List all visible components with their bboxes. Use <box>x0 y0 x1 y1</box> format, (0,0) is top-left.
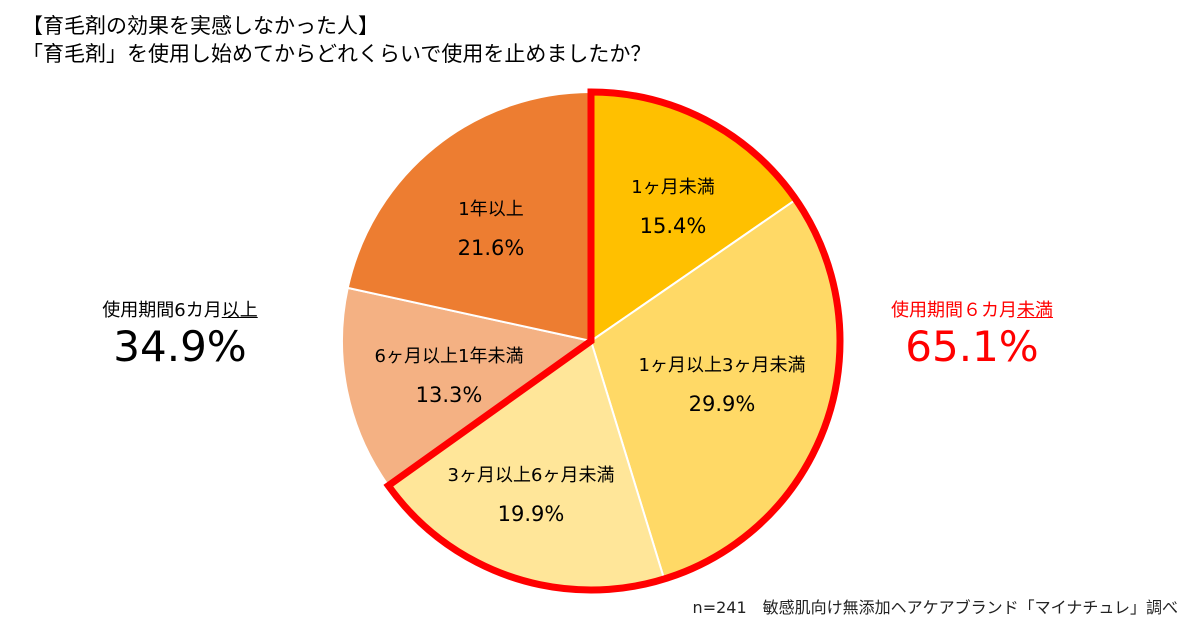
highlight-outline <box>383 88 844 594</box>
slice-category-3: 6ヶ月以上1年未満 <box>374 346 524 367</box>
slice-value-2: 19.9% <box>497 502 565 526</box>
footnote: n=241 敏感肌向け無添加ヘアケアブランド「マイナチュレ」調べ <box>692 598 1178 617</box>
group-right-caption: 使用期間６カ月 <box>891 300 1017 321</box>
chart-title-line2: 「育毛剤」を使用し始めてからどれくらいで使用を止めましたか？ <box>22 42 652 66</box>
group-right-value: 65.1% <box>905 322 1039 371</box>
pie-slice-4 <box>346 90 592 343</box>
chart-title-line1: 【育毛剤の効果を実感しなかった人】 <box>22 14 379 38</box>
group-left-caption-emphasis: 以上 <box>221 300 258 321</box>
slice-category-2: 3ヶ月以上6ヶ月未満 <box>447 465 615 486</box>
group-right-summary: 使用期間６カ月未満 65.1% <box>891 296 1053 372</box>
slice-value-4: 21.6% <box>457 236 525 260</box>
slice-category-0: 1ヶ月未満 <box>631 177 715 198</box>
group-left-caption: 使用期間6カ月 <box>102 300 222 321</box>
slice-value-1: 29.9% <box>688 392 756 416</box>
slice-label-0: 1ヶ月未満 15.4% <box>631 176 714 238</box>
group-left-summary: 使用期間6カ月以上 34.9% <box>102 296 257 372</box>
group-right-caption-emphasis: 未満 <box>1017 300 1053 321</box>
slice-label-2: 3ヶ月以上6ヶ月未満 19.9% <box>448 464 615 526</box>
slice-category-1: 1ヶ月以上3ヶ月未満 <box>638 355 806 376</box>
slice-label-1: 1ヶ月以上3ヶ月未満 29.9% <box>639 354 806 416</box>
slice-category-4: 1年以上 <box>458 199 524 220</box>
group-left-value: 34.9% <box>113 322 247 371</box>
pie-slice-3 <box>341 286 594 488</box>
slice-value-3: 13.3% <box>415 383 483 407</box>
slice-label-3: 6ヶ月以上1年未満 13.3% <box>375 345 524 407</box>
slice-value-0: 15.4% <box>639 214 707 238</box>
slice-label-4: 1年以上 21.6% <box>458 198 525 260</box>
